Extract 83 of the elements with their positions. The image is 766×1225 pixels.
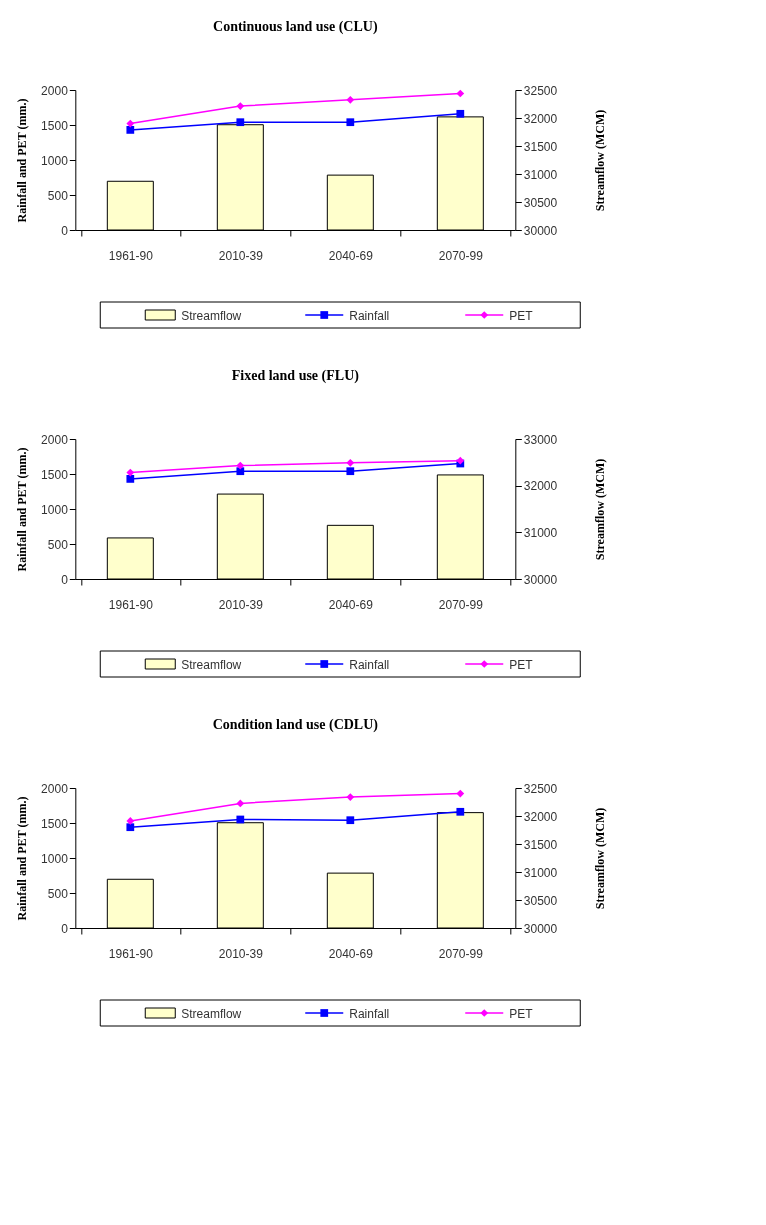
x-tick-label: 2040-69 [328, 946, 374, 961]
chart-title: Fixed land use (FLU) [231, 368, 360, 384]
y-tick-label: 0 [61, 921, 69, 936]
y2-tick-label: 30500 [523, 195, 558, 210]
x-tick-label: 1961-90 [108, 946, 154, 961]
y-axis-title: Rainfall and PET (mm.) [15, 98, 30, 223]
legend-label: PET [509, 1007, 534, 1021]
point [126, 119, 135, 128]
point [126, 823, 135, 832]
legend-label: Streamflow [181, 1007, 242, 1021]
y-tick-label: 1000 [41, 502, 69, 517]
y-tick-label: 500 [47, 537, 69, 552]
point [236, 815, 245, 824]
y-tick-label: 1500 [41, 816, 69, 831]
x-tick-label: 1961-90 [108, 597, 154, 612]
y2-tick-label: 31000 [523, 167, 558, 182]
point [346, 95, 355, 104]
legend-label: Streamflow [181, 309, 242, 323]
x-tick-label: 2010-39 [218, 946, 264, 961]
x-tick-label: 2070-99 [438, 946, 484, 961]
y-axis-title: Rainfall and PET (mm.) [15, 796, 30, 921]
y-axis-title: Rainfall and PET (mm.) [15, 447, 30, 572]
y2-tick-label: 30500 [523, 893, 558, 908]
point [346, 467, 355, 476]
legend-label: PET [509, 309, 534, 323]
legend-label: Rainfall [349, 658, 390, 672]
point [346, 793, 355, 801]
y2-tick-label: 32000 [523, 809, 558, 824]
y2-tick-label: 30000 [523, 921, 558, 936]
x-tick-label: 1961-90 [108, 248, 154, 263]
y2-tick-label: 32000 [523, 111, 558, 126]
point [236, 799, 245, 808]
x-tick-label: 2010-39 [218, 248, 264, 263]
point [236, 467, 245, 476]
legend-label: Rainfall [349, 309, 390, 323]
y2-tick-label: 30000 [523, 572, 558, 587]
x-tick-label: 2040-69 [328, 597, 374, 612]
x-tick-label: 2040-69 [328, 248, 374, 263]
y2-axis-title: Streamflow (MCM) [593, 458, 608, 561]
legend-label: PET [509, 658, 534, 672]
legend-label: Rainfall [349, 1007, 390, 1021]
x-tick-label: 2010-39 [218, 597, 264, 612]
y2-tick-label: 31500 [523, 139, 558, 154]
point [456, 109, 465, 118]
x-tick-label: 2070-99 [438, 597, 484, 612]
chart-title: Continuous land use (CLU) [213, 19, 378, 35]
y-tick-label: 0 [61, 223, 69, 238]
point [456, 89, 465, 98]
x-tick-label: 2070-99 [438, 248, 484, 263]
y-tick-label: 2000 [41, 432, 69, 447]
point [346, 118, 355, 127]
y2-tick-label: 32500 [523, 83, 558, 98]
point [346, 816, 355, 825]
point [236, 102, 245, 110]
point [236, 461, 245, 470]
y2-axis-title: Streamflow (MCM) [593, 807, 608, 910]
point [346, 458, 355, 467]
point [236, 118, 245, 127]
y-tick-label: 2000 [41, 781, 69, 796]
y-tick-label: 1500 [41, 467, 69, 482]
y2-tick-label: 30000 [523, 223, 558, 238]
y-tick-label: 1500 [41, 118, 69, 133]
y2-tick-label: 31000 [523, 865, 558, 880]
y-tick-label: 2000 [41, 83, 69, 98]
y2-tick-label: 32000 [523, 479, 558, 494]
y2-tick-label: 32500 [523, 781, 558, 796]
y2-tick-label: 31000 [523, 525, 558, 540]
point [126, 126, 135, 134]
y-tick-label: 0 [61, 572, 69, 587]
point [126, 475, 135, 483]
point [126, 468, 135, 477]
y-tick-label: 500 [47, 188, 69, 203]
y-tick-label: 1000 [41, 153, 69, 168]
point [126, 817, 135, 825]
y-tick-label: 500 [47, 886, 69, 901]
legend-label: Streamflow [181, 658, 242, 672]
point [456, 789, 465, 798]
y-tick-label: 1000 [41, 851, 69, 866]
y2-axis-title: Streamflow (MCM) [593, 109, 608, 212]
y2-tick-label: 33000 [523, 432, 558, 447]
chart-title: Condition land use (CDLU) [212, 717, 379, 733]
y2-tick-label: 31500 [523, 837, 558, 852]
point [456, 807, 465, 816]
